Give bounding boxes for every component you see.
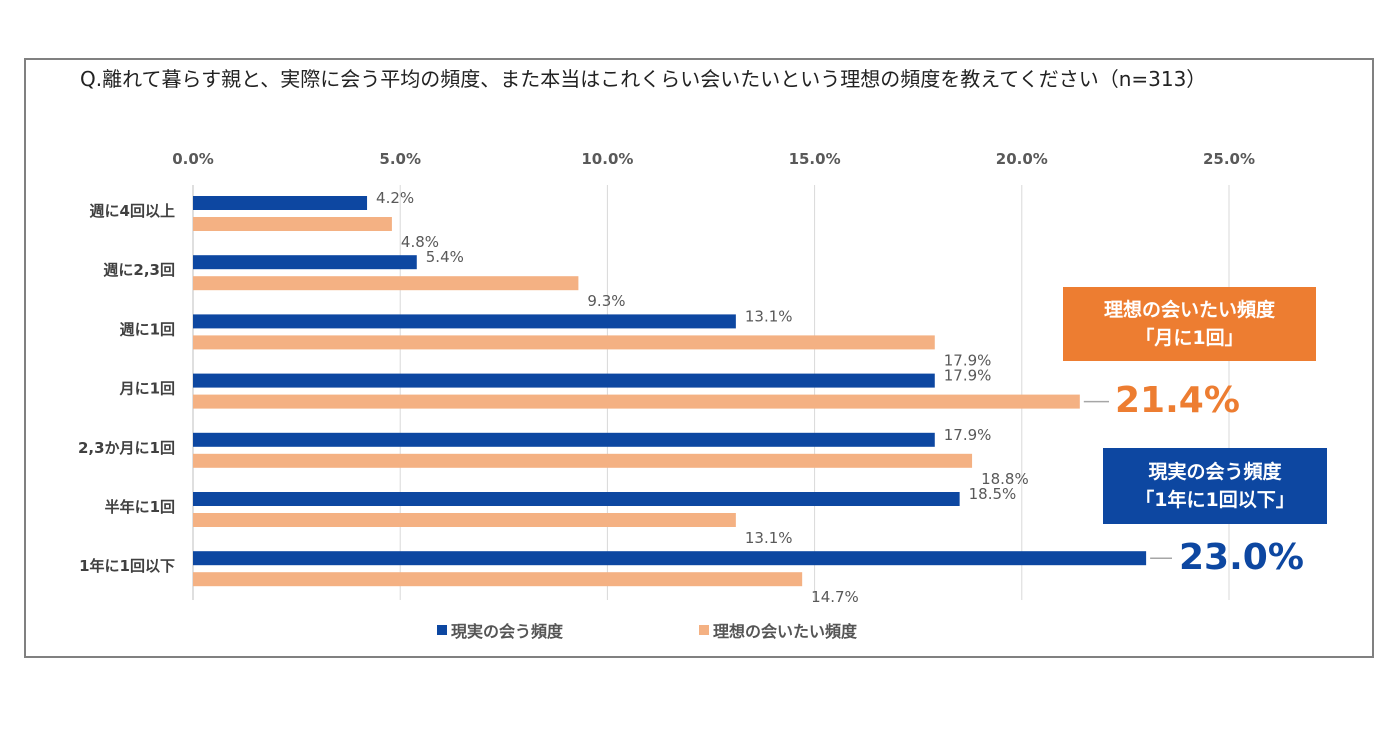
bar-actual (193, 196, 368, 210)
chart-title: Q.離れて暮らす親と、実際に会う平均の頻度、また本当はこれくらい会いたいという理… (80, 67, 1207, 91)
legend-item-ideal: 理想の会いたい頻度 (699, 618, 857, 642)
callout-ideal-value: 21.4% (1115, 380, 1240, 421)
bar-actual (193, 314, 736, 329)
bar-actual (193, 551, 1147, 566)
category-label: 1年に1回以下 (79, 557, 175, 575)
x-tick-label: 0.0% (172, 150, 214, 168)
category-label: 週に2,3回 (103, 261, 175, 279)
legend-label-ideal: 理想の会いたい頻度 (713, 622, 858, 641)
bar-ideal (193, 217, 392, 231)
bar-ideal (193, 513, 736, 527)
x-tick-label: 5.0% (379, 150, 421, 168)
callout-ideal-line2: 「月に1回」 (1135, 327, 1244, 349)
callout-ideal-line1: 理想の会いたい頻度 (1103, 299, 1275, 321)
legend-item-actual: 現実の会う頻度 (437, 618, 563, 642)
legend-label-actual: 現実の会う頻度 (451, 622, 564, 641)
x-tick-label: 20.0% (996, 150, 1048, 168)
data-label-ideal: 14.7% (811, 588, 859, 606)
data-label-actual: 18.5% (969, 485, 1017, 503)
data-label-ideal: 18.8% (981, 470, 1029, 488)
callout-ideal-box: 理想の会いたい頻度 「月に1回」 (1063, 287, 1316, 361)
x-tick-label: 15.0% (789, 150, 841, 168)
data-label-actual: 4.2% (376, 189, 414, 207)
bar-ideal (193, 453, 973, 468)
category-label: 週に4回以上 (90, 202, 175, 220)
data-label-ideal: 4.8% (401, 233, 439, 251)
bar-ideal (193, 335, 935, 350)
legend-swatch-actual (437, 625, 447, 635)
bar-ideal (193, 276, 579, 291)
category-label: 月に1回 (119, 380, 175, 398)
data-label-ideal: 17.9% (944, 351, 992, 369)
data-label-ideal: 9.3% (587, 292, 625, 310)
data-label-actual: 17.9% (944, 426, 992, 444)
data-label-actual: 13.1% (745, 307, 793, 325)
callout-actual-line1: 現実の会う頻度 (1148, 461, 1282, 483)
legend-swatch-ideal (699, 625, 709, 635)
x-tick-label: 25.0% (1203, 150, 1255, 168)
bar-actual (193, 373, 935, 388)
category-label: 週に1回 (120, 320, 175, 338)
legend: 現実の会う頻度 理想の会いたい頻度 (0, 618, 1400, 642)
category-label: 2,3か月に1回 (78, 439, 175, 457)
callout-actual-value: 23.0% (1179, 537, 1304, 578)
data-label-actual: 5.4% (426, 248, 464, 266)
bar-actual (193, 432, 935, 447)
callout-actual-box: 現実の会う頻度 「1年に1回以下」 (1103, 448, 1327, 524)
bar-ideal (193, 572, 803, 587)
data-label-ideal: 13.1% (745, 529, 793, 547)
data-label-actual: 17.9% (944, 367, 992, 385)
bar-ideal (193, 394, 1080, 409)
bar-actual (193, 255, 417, 270)
x-tick-label: 10.0% (581, 150, 633, 168)
bar-actual (193, 492, 960, 506)
category-label: 半年に1回 (105, 498, 175, 516)
callout-actual-line2: 「1年に1回以下」 (1135, 489, 1295, 511)
